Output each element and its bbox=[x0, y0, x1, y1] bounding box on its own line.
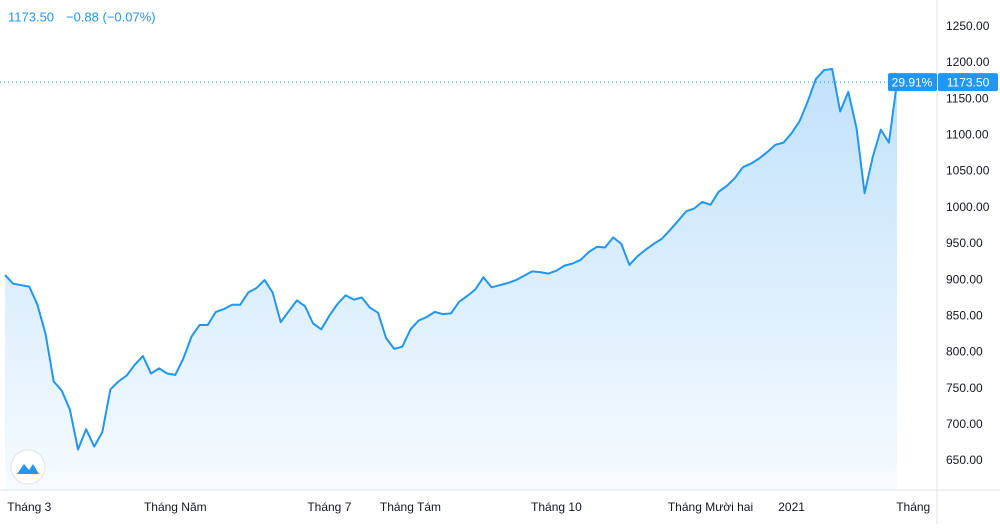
x-tick-label: Tháng 10 bbox=[531, 500, 582, 514]
y-tick-label: 1100.00 bbox=[946, 128, 989, 142]
x-tick-label: Tháng 3 bbox=[7, 500, 51, 514]
y-tick-label: 1050.00 bbox=[946, 164, 990, 178]
area-fill bbox=[5, 68, 897, 491]
x-tick-label: Tháng bbox=[896, 500, 930, 514]
y-tick-label: 950.00 bbox=[946, 236, 983, 250]
x-tick-label: Tháng Tám bbox=[380, 500, 441, 514]
y-tick-label: 800.00 bbox=[946, 345, 983, 359]
y-tick-label: 1150.00 bbox=[946, 91, 989, 105]
change-tag-label: 29.91% bbox=[892, 75, 933, 89]
y-tick-label: 1250.00 bbox=[946, 19, 990, 33]
price-tag-label: 1173.50 bbox=[947, 75, 990, 89]
change-tag bbox=[888, 73, 937, 92]
y-tick-label: 700.00 bbox=[946, 417, 983, 431]
x-tick-label: Tháng Năm bbox=[144, 500, 207, 514]
plot bbox=[4, 67, 898, 491]
legend-change: −0.88 (−0.07%) bbox=[66, 9, 156, 24]
x-tick-label: Tháng 7 bbox=[307, 500, 351, 514]
logo[interactable] bbox=[10, 449, 46, 485]
price-tag bbox=[938, 73, 998, 92]
y-tick-label: 1000.00 bbox=[946, 200, 990, 214]
x-tick-label: 2021 bbox=[778, 500, 805, 514]
y-tick-label: 750.00 bbox=[946, 381, 983, 395]
y-tick-label: 1200.00 bbox=[946, 55, 990, 69]
x-tick-label: Tháng Mười hai bbox=[668, 500, 753, 514]
y-tick-label: 850.00 bbox=[946, 308, 983, 322]
y-tick-label: 900.00 bbox=[946, 272, 983, 286]
y-tick-label: 650.00 bbox=[946, 453, 983, 467]
legend-price: 1173.50 bbox=[8, 9, 54, 24]
price-line bbox=[4, 67, 898, 451]
